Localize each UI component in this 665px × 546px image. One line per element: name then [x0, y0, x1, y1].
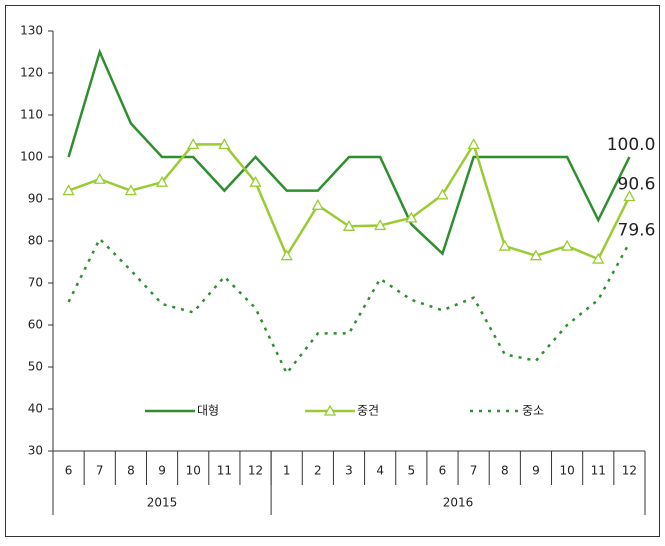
x-tick-label: 4 — [376, 464, 384, 478]
data-marker — [467, 138, 480, 150]
x-tick-label: 8 — [501, 464, 509, 478]
x-tick-label: 7 — [470, 464, 478, 478]
y-tick-label: 120 — [20, 66, 43, 80]
x-tick-label: 10 — [186, 464, 201, 478]
x-tick-label: 6 — [65, 464, 73, 478]
x-tick-label: 8 — [127, 464, 135, 478]
y-tick-label: 50 — [28, 360, 43, 374]
data-label: 100.0 — [607, 135, 656, 155]
data-marker — [436, 188, 449, 200]
data-marker — [592, 252, 605, 264]
frame — [5, 5, 660, 537]
y-tick-label: 80 — [28, 234, 43, 248]
y-tick-label: 70 — [28, 276, 43, 290]
data-marker — [249, 175, 262, 187]
data-marker — [187, 138, 200, 150]
data-marker — [498, 239, 511, 251]
x-tick-label: 11 — [217, 464, 232, 478]
data-marker — [342, 219, 356, 231]
y-tick-label: 30 — [28, 444, 43, 458]
data-marker — [311, 198, 324, 210]
x-tick-label: 9 — [532, 464, 540, 478]
x-tick-label: 7 — [96, 464, 104, 478]
group-label: 2016 — [443, 496, 474, 510]
data-marker — [155, 175, 169, 187]
data-label: 90.6 — [618, 174, 656, 194]
y-tick-label: 60 — [28, 318, 43, 332]
y-tick-label: 90 — [28, 192, 43, 206]
series-line — [67, 48, 631, 256]
y-tick-label: 100 — [20, 150, 43, 164]
x-tick-label: 3 — [345, 464, 353, 478]
y-tick-label: 130 — [20, 24, 43, 38]
data-marker — [218, 138, 231, 150]
data-marker — [62, 184, 75, 196]
data-marker — [124, 184, 137, 196]
x-tick-label: 9 — [158, 464, 166, 478]
legend-label: 중소 — [522, 404, 544, 418]
data-marker — [561, 239, 574, 251]
data-marker — [529, 249, 543, 261]
x-tick-label: 6 — [439, 464, 447, 478]
x-tick-label: 1 — [283, 464, 291, 478]
series-line — [67, 236, 631, 376]
x-tick-label: 12 — [248, 464, 263, 478]
legend-label: 대형 — [197, 404, 219, 418]
x-tick-label: 10 — [559, 464, 574, 478]
x-tick-label: 5 — [407, 464, 415, 478]
legend-label: 중견 — [357, 404, 379, 418]
y-tick-label: 40 — [28, 402, 43, 416]
y-tick-label: 110 — [20, 108, 43, 122]
x-tick-label: 12 — [622, 464, 637, 478]
group-label: 2015 — [147, 496, 178, 510]
series-line — [68, 141, 631, 261]
x-tick-label: 2 — [314, 464, 322, 478]
data-marker — [280, 249, 293, 261]
data-marker — [374, 219, 387, 231]
data-marker — [623, 190, 636, 202]
legend-marker — [323, 404, 337, 416]
data-marker — [405, 211, 418, 223]
data-label: 79.6 — [618, 221, 656, 241]
x-tick-label: 11 — [591, 464, 606, 478]
data-marker — [93, 172, 106, 184]
